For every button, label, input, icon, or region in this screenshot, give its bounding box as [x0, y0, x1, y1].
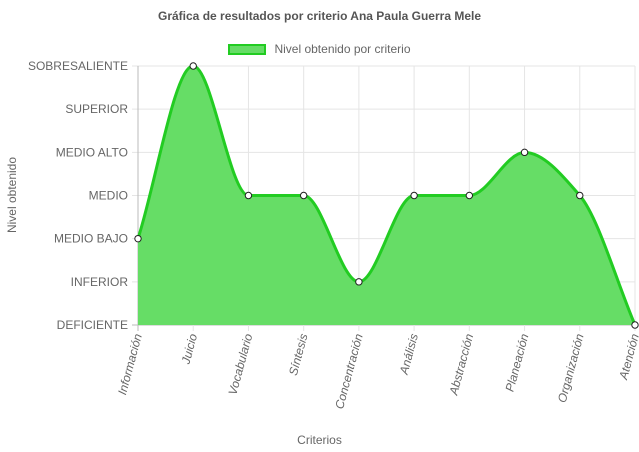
- data-point: [355, 278, 363, 286]
- chart-title: Gráfica de resultados por criterio Ana P…: [158, 9, 481, 23]
- y-tick-label: INFERIOR: [71, 275, 129, 289]
- x-tick-label: Organización: [555, 332, 587, 404]
- x-tick-label: Planeación: [503, 332, 532, 393]
- x-tick-label: Vocabulario: [226, 332, 256, 397]
- data-point: [576, 191, 584, 200]
- y-tick-label: MEDIO BAJO: [54, 232, 128, 246]
- x-axis-label: Criterios: [297, 433, 342, 447]
- x-tick-label: Síntesis: [286, 332, 311, 377]
- data-point: [520, 148, 529, 157]
- x-tick-label: Información: [115, 332, 145, 396]
- data-point: [631, 321, 639, 329]
- x-tick-label: Juicio: [178, 332, 200, 367]
- series-line: [136, 64, 637, 326]
- legend[interactable]: Nivel obtenido por criterio: [0, 42, 639, 56]
- y-tick-label: SOBRESALIENTE: [28, 59, 128, 73]
- y-tick-label: DEFICIENTE: [57, 318, 128, 332]
- data-point: [465, 191, 474, 200]
- legend-swatch: [228, 43, 267, 55]
- data-point: [410, 191, 418, 200]
- y-tick-label: MEDIO: [89, 189, 128, 203]
- x-tick-label: Abstracción: [446, 332, 476, 397]
- x-tick-label: Análisis: [397, 332, 421, 377]
- x-tick-label: Concentración: [332, 332, 366, 411]
- data-point: [134, 234, 142, 243]
- y-tick-label: MEDIO ALTO: [56, 145, 128, 159]
- series-area: [138, 66, 635, 325]
- y-tick-label: SUPERIOR: [65, 102, 128, 116]
- legend-label: Nivel obtenido por criterio: [274, 42, 411, 56]
- data-point: [299, 191, 308, 200]
- data-point: [244, 191, 253, 200]
- data-point: [189, 62, 197, 70]
- x-tick-label: Atención: [616, 332, 639, 382]
